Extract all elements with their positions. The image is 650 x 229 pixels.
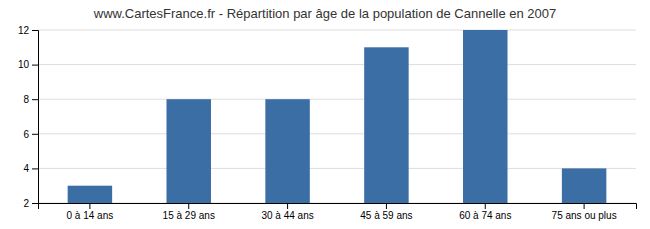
x-tick-mark bbox=[89, 203, 90, 209]
x-tick-label: 15 à 29 ans bbox=[163, 210, 215, 221]
x-tick-mark bbox=[485, 203, 486, 209]
y-tick-mark bbox=[32, 30, 38, 31]
x-tick-mark bbox=[584, 203, 585, 209]
y-tick-label: 10 bbox=[18, 59, 30, 70]
x-tick: 0 à 14 ans bbox=[67, 203, 114, 221]
grid-line bbox=[38, 30, 636, 31]
y-tick: 6 bbox=[23, 129, 38, 140]
y-tick: 8 bbox=[23, 94, 38, 105]
y-tick-label: 4 bbox=[23, 163, 29, 174]
grid bbox=[38, 30, 636, 203]
y-tick-mark bbox=[32, 203, 38, 204]
grid-line bbox=[38, 133, 636, 134]
x-tick-mark bbox=[386, 203, 387, 209]
y-tick-label: 6 bbox=[23, 129, 29, 140]
y-tick-label: 2 bbox=[23, 198, 29, 209]
y-tick-mark bbox=[32, 99, 38, 100]
x-tick-label: 75 ans ou plus bbox=[552, 210, 617, 221]
bar bbox=[463, 30, 507, 203]
bar bbox=[166, 99, 210, 203]
x-tick: 15 à 29 ans bbox=[163, 203, 215, 221]
bar bbox=[265, 99, 309, 203]
y-tick: 4 bbox=[23, 163, 38, 174]
x-tick-label: 30 à 44 ans bbox=[261, 210, 313, 221]
y-tick-label: 12 bbox=[18, 25, 30, 36]
y-tick-mark bbox=[32, 65, 38, 66]
x-tick-mark bbox=[287, 203, 288, 209]
bars bbox=[68, 30, 607, 203]
x-axis-line bbox=[39, 204, 637, 210]
bar bbox=[364, 47, 408, 203]
chart-container: 2 4 6 8 10 12 0 à 14 ans 15 à 29 ans 30 à 44 ans… bbox=[0, 0, 650, 229]
x-tick: 75 ans ou plus bbox=[552, 203, 617, 221]
plot-area: 2 4 6 8 10 12 0 à 14 ans 15 à 29 ans 30 à 44 ans… bbox=[18, 25, 637, 229]
x-tick-label: 0 à 14 ans bbox=[67, 210, 114, 221]
y-tick: 10 bbox=[18, 59, 38, 70]
bar bbox=[562, 168, 606, 203]
y-tick-label: 8 bbox=[23, 94, 29, 105]
y-tick: 2 bbox=[23, 198, 38, 209]
title: www.CartesFrance.fr - Répartition par âg… bbox=[93, 6, 557, 21]
x-tick-mark bbox=[188, 203, 189, 209]
grid-line bbox=[38, 99, 636, 100]
x-tick: 30 à 44 ans bbox=[261, 203, 313, 221]
x-tick: 60 à 74 ans bbox=[459, 203, 511, 221]
x-axis: 0 à 14 ans 15 à 29 ans 30 à 44 ans 45 à 59 … bbox=[39, 203, 637, 221]
y-tick: 12 bbox=[18, 25, 38, 36]
y-axis-line bbox=[32, 31, 39, 204]
y-axis: 2 4 6 8 10 12 bbox=[18, 25, 39, 209]
x-tick-label: 60 à 74 ans bbox=[459, 210, 511, 221]
x-tick: 45 à 59 ans bbox=[360, 203, 412, 221]
grid-line bbox=[38, 64, 636, 65]
y-tick-mark bbox=[32, 168, 38, 169]
chart-svg: 2 4 6 8 10 12 0 à 14 ans 15 à 29 ans 30 à 44 ans… bbox=[0, 0, 650, 229]
x-tick-label: 45 à 59 ans bbox=[360, 210, 412, 221]
y-tick-mark bbox=[32, 134, 38, 135]
grid-line bbox=[38, 168, 636, 169]
bar bbox=[68, 186, 112, 203]
